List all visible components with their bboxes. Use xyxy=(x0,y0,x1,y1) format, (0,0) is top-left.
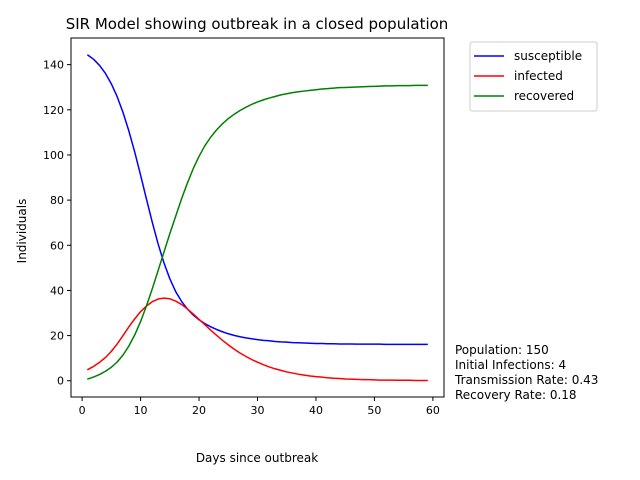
y-tick-label: 0 xyxy=(57,375,64,388)
chart-title: SIR Model showing outbreak in a closed p… xyxy=(66,15,449,33)
series-layer xyxy=(86,54,428,382)
legend-label-infected: infected xyxy=(514,69,563,83)
y-tick-label: 40 xyxy=(50,284,64,297)
y-tick-label: 80 xyxy=(50,194,64,207)
y-tick-label: 60 xyxy=(50,239,64,252)
legend-label-susceptible: susceptible xyxy=(514,49,582,63)
x-tick-label: 20 xyxy=(192,404,206,417)
x-tick-label: 50 xyxy=(367,404,381,417)
x-tick-label: 30 xyxy=(251,404,265,417)
x-axis-label: Days since outbreak xyxy=(196,451,318,465)
legend: susceptible infected recovered xyxy=(469,41,598,112)
y-axis-ticks: 0 20 40 60 80 100 120 140 xyxy=(43,59,71,388)
legend-frame xyxy=(469,41,598,112)
series-line-recovered xyxy=(86,84,428,380)
annotation-line: Initial Infections: 4 xyxy=(455,358,566,372)
x-tick-label: 10 xyxy=(134,404,148,417)
y-axis-label: Individuals xyxy=(15,199,29,264)
y-tick-label: 140 xyxy=(43,59,64,72)
annotation-line: Population: 150 xyxy=(455,343,549,357)
y-tick-label: 120 xyxy=(43,104,64,117)
plot-frame xyxy=(70,37,445,398)
x-tick-label: 0 xyxy=(79,404,86,417)
x-axis-ticks: 0 10 20 30 40 50 60 xyxy=(79,397,440,417)
series-line-susceptible xyxy=(86,54,428,346)
y-tick-label: 100 xyxy=(43,149,64,162)
annotation-line: Recovery Rate: 0.18 xyxy=(455,388,577,402)
x-tick-label: 40 xyxy=(309,404,323,417)
series-line-infected xyxy=(86,297,428,382)
y-tick-label: 20 xyxy=(50,330,64,343)
x-tick-label: 60 xyxy=(426,404,440,417)
plot-area: 0 10 20 30 40 50 60 0 20 40 60 80 100 120 140 xyxy=(43,37,445,417)
annotation-line: Transmission Rate: 0.43 xyxy=(454,373,598,387)
legend-label-recovered: recovered xyxy=(514,89,574,103)
